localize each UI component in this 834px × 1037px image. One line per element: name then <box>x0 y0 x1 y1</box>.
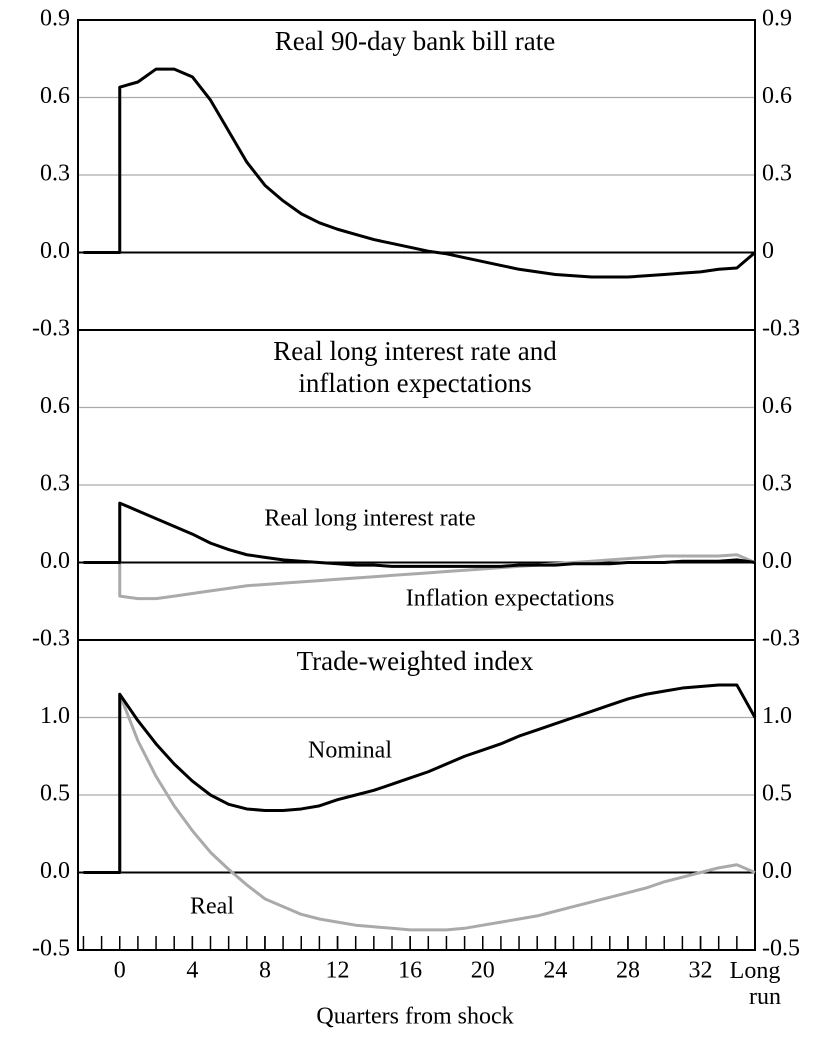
y-tick-label: 0.6 <box>40 393 70 419</box>
y2-tick-label: -0.5 <box>762 936 800 962</box>
x-tick-label: 8 <box>259 958 271 984</box>
y2-tick-label: 0.6 <box>762 83 792 109</box>
y-tick-label: 0.0 <box>40 858 70 884</box>
panel-title: Trade-weighted index <box>297 646 534 676</box>
y2-tick-label: -0.3 <box>762 626 800 652</box>
y-tick-label: 0.9 <box>40 6 70 32</box>
y-tick-label: -0.3 <box>32 626 70 652</box>
series-label: Real <box>190 894 234 920</box>
y-tick-label: 0.0 <box>40 238 70 264</box>
y-tick-label: 0.5 <box>40 781 70 807</box>
y-tick-label: 1.0 <box>40 703 70 729</box>
y2-tick-label: 0.6 <box>762 393 792 419</box>
y-tick-label: 0.3 <box>40 161 70 187</box>
x-tick-label: 24 <box>543 958 567 984</box>
line <box>83 67 756 279</box>
line <box>83 501 756 568</box>
y2-tick-label: 0.0 <box>762 858 792 884</box>
x-tick-label: 20 <box>471 958 495 984</box>
line <box>83 692 756 932</box>
y2-tick-label: 0.0 <box>762 548 792 574</box>
series-label: Nominal <box>308 738 392 764</box>
x-tick-label: 12 <box>326 958 350 984</box>
panel-title: Real long interest rate and <box>273 336 557 366</box>
y2-tick-label: 0.3 <box>762 471 792 497</box>
y2-tick-label: 0.9 <box>762 6 792 32</box>
y2-tick-label: 0.5 <box>762 781 792 807</box>
x-tick-label: 28 <box>616 958 640 984</box>
y-tick-label: 0.0 <box>40 548 70 574</box>
y2-tick-label: 1.0 <box>762 703 792 729</box>
panel-title: Real 90-day bank bill rate <box>275 26 555 56</box>
x-tick-label: 4 <box>186 958 198 984</box>
y-tick-label: -0.3 <box>32 316 70 342</box>
panel-frame <box>77 639 756 951</box>
series-label: Real long interest rate <box>264 506 475 532</box>
y2-tick-label: 0 <box>762 238 774 264</box>
panel-title: inflation expectations <box>298 368 531 398</box>
x-axis-label: Quarters from shock <box>316 1004 513 1030</box>
line <box>83 683 757 874</box>
y2-tick-label: 0.3 <box>762 161 792 187</box>
y2-tick-label: -0.3 <box>762 316 800 342</box>
y-tick-label: 0.6 <box>40 83 70 109</box>
x-tick-label: 0 <box>114 958 126 984</box>
x-tick-label: 16 <box>398 958 422 984</box>
x-tick-label: Long run <box>730 958 781 1010</box>
y-tick-label: -0.5 <box>32 936 70 962</box>
y-tick-label: 0.3 <box>40 471 70 497</box>
series-label: Inflation expectations <box>406 586 615 612</box>
x-tick-label: 32 <box>689 958 713 984</box>
line <box>83 553 756 601</box>
